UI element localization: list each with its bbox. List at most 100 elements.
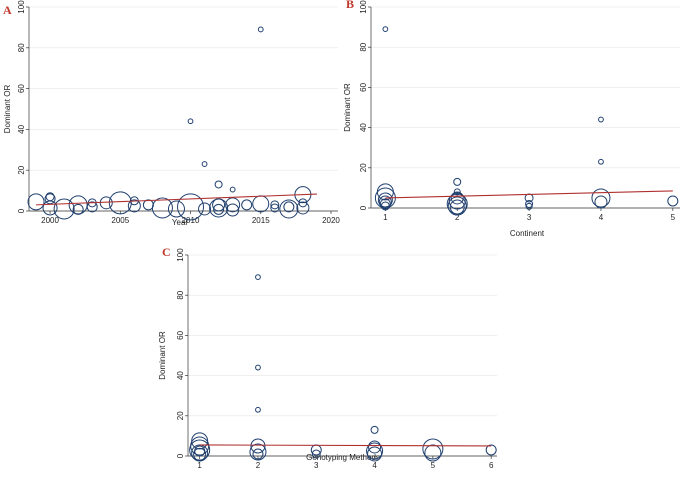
- y-tick-label-c: 40: [176, 371, 185, 380]
- data-point-c-15: [368, 440, 382, 454]
- x-tick-label-c: 3: [314, 461, 319, 470]
- data-point-c-7: [255, 364, 261, 371]
- y-tick-label-b: 100: [359, 0, 368, 14]
- y-tick-label-a: 0: [17, 208, 26, 213]
- y-tick-label-b: 60: [359, 82, 368, 91]
- x-tick-label-a: 2015: [252, 216, 270, 225]
- data-point-a-29: [252, 195, 270, 213]
- panel-label-a: A: [3, 3, 12, 17]
- data-point-a-19: [198, 202, 212, 216]
- y-axis-title-a: Dominant OR: [3, 85, 12, 134]
- data-point-a-18: [201, 161, 208, 167]
- data-point-a-27: [241, 199, 253, 211]
- data-point-a-1: [44, 193, 56, 205]
- data-point-a-16: [187, 118, 194, 125]
- data-point-b-17: [598, 116, 604, 123]
- data-point-a-21: [212, 198, 226, 212]
- data-point-b-7: [453, 177, 462, 186]
- panel-b: B 0 20 40 60 80 100 1 2 3 4 5 Continent Dominant OR: [343, 0, 680, 238]
- x-axis-title-a: Year: [172, 218, 189, 227]
- data-point-a-0: [27, 193, 45, 211]
- x-tick-label-b: 5: [671, 213, 676, 222]
- panel-a: A 0 20 40 60 80 100 2000 2005 2010 2015 2020 Year Dom…: [3, 0, 340, 227]
- y-tick-label-b: 40: [359, 123, 368, 132]
- data-point-a-30: [270, 200, 280, 210]
- data-point-a-28: [257, 26, 264, 33]
- y-tick-label-c: 20: [176, 411, 185, 420]
- data-point-b-21: [667, 195, 679, 207]
- x-tick-label-c: 1: [197, 461, 202, 470]
- data-point-a-23: [213, 203, 225, 215]
- data-point-c-8: [255, 406, 261, 413]
- y-tick-label-c: 80: [176, 290, 185, 299]
- data-point-c-16: [366, 442, 384, 460]
- data-point-a-36: [298, 198, 308, 208]
- data-point-a-13: [142, 199, 154, 211]
- data-point-a-15: [167, 200, 185, 218]
- panel-c: C 0 20 40 60 80 100 1 2 3 4 5 6 Genotyping Methods Dom…: [158, 245, 497, 470]
- data-point-c-13: [311, 449, 321, 459]
- data-point-c-19: [424, 444, 442, 462]
- y-tick-label-a: 40: [17, 124, 26, 133]
- y-tick-label-a: 80: [17, 43, 26, 52]
- data-point-c-17: [367, 446, 383, 462]
- data-point-a-24: [229, 186, 236, 193]
- x-tick-label-a: 2000: [41, 216, 59, 225]
- y-axis-title-b: Dominant OR: [343, 83, 352, 132]
- y-tick-label-a: 100: [17, 0, 26, 14]
- data-point-c-4: [193, 447, 207, 461]
- y-tick-label-c: 60: [176, 330, 185, 339]
- data-point-a-11: [127, 199, 141, 213]
- panel-label-c: C: [162, 245, 171, 259]
- data-point-c-20: [485, 444, 497, 456]
- data-point-a-35: [296, 201, 310, 215]
- data-point-a-26: [226, 203, 240, 217]
- x-tick-label-a: 2010: [182, 216, 200, 225]
- data-point-c-0: [191, 432, 209, 450]
- data-point-a-3: [42, 200, 58, 216]
- data-point-a-32: [279, 199, 299, 219]
- data-point-b-19: [591, 188, 611, 208]
- x-tick-label-b: 2: [455, 213, 460, 222]
- data-point-b-12: [447, 196, 467, 216]
- data-point-a-10: [108, 191, 132, 215]
- x-tick-label-a: 2020: [322, 216, 340, 225]
- data-point-a-6: [72, 203, 84, 215]
- x-tick-label-a: 2005: [111, 216, 129, 225]
- y-tick-label-c: 0: [176, 453, 185, 458]
- data-point-a-22: [209, 198, 229, 218]
- data-point-a-20: [214, 180, 223, 189]
- fit-line-b: [385, 190, 673, 199]
- x-axis-title-b: Continent: [510, 229, 545, 238]
- data-point-c-10: [249, 443, 267, 461]
- data-point-b-20: [594, 195, 608, 209]
- data-point-b-13: [449, 199, 465, 215]
- y-tick-label-a: 60: [17, 84, 26, 93]
- data-point-b-15: [525, 199, 534, 208]
- data-point-b-6: [380, 201, 390, 211]
- data-point-a-4: [53, 198, 75, 220]
- x-tick-label-c: 6: [489, 461, 494, 470]
- y-tick-label-b: 80: [359, 42, 368, 51]
- data-point-b-9: [450, 191, 464, 205]
- panel-label-b: B: [346, 0, 354, 11]
- x-tick-label-c: 5: [431, 461, 436, 470]
- data-point-b-4: [378, 195, 392, 209]
- fit-line-c: [199, 444, 492, 447]
- y-tick-label-b: 20: [359, 163, 368, 172]
- data-point-b-0: [382, 26, 389, 33]
- data-point-a-33: [283, 201, 295, 213]
- data-point-b-8: [453, 188, 461, 196]
- x-tick-label-c: 4: [372, 461, 377, 470]
- y-axis-title-c: Dominant OR: [158, 331, 167, 380]
- y-tick-label-a: 20: [17, 165, 26, 174]
- data-point-a-17: [177, 193, 205, 221]
- data-point-c-5: [194, 445, 206, 457]
- data-point-c-11: [252, 448, 264, 460]
- data-point-b-18: [598, 158, 604, 165]
- y-tick-label-b: 0: [359, 205, 368, 210]
- data-point-b-16: [525, 202, 533, 210]
- x-axis-title-c: Genotyping Methods: [306, 453, 380, 462]
- x-tick-label-b: 4: [599, 213, 604, 222]
